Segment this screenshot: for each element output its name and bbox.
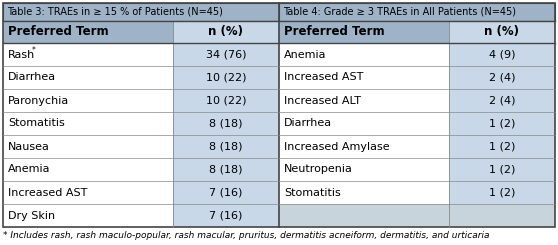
Bar [3,181,173,204]
Bar [279,204,449,227]
Bar [279,181,449,204]
Text: 7 (16): 7 (16) [209,187,243,197]
Text: Stomatitis: Stomatitis [284,187,341,197]
Text: 34 (76): 34 (76) [205,49,246,60]
Bar [3,135,173,158]
Text: n (%): n (%) [484,25,519,38]
Text: Increased Amylase: Increased Amylase [284,142,389,151]
Bar [449,181,555,204]
Bar [173,135,279,158]
Bar [3,89,173,112]
Text: 4 (9): 4 (9) [489,49,515,60]
Text: 8 (18): 8 (18) [209,164,243,174]
Bar [3,66,173,89]
Text: 1 (2): 1 (2) [489,142,515,151]
Bar [173,181,279,204]
Bar [449,204,555,227]
Bar [279,66,449,89]
Bar [3,204,173,227]
Text: Anemia: Anemia [284,49,326,60]
Text: Preferred Term: Preferred Term [284,25,384,38]
Text: n (%): n (%) [208,25,243,38]
Bar [173,43,279,66]
Bar [3,21,173,43]
Bar [3,43,173,66]
Text: Preferred Term: Preferred Term [8,25,109,38]
Bar [3,158,173,181]
Text: Paronychia: Paronychia [8,96,69,106]
Bar [173,112,279,135]
Bar [173,158,279,181]
Bar [173,66,279,89]
Bar [279,135,449,158]
Text: Nausea: Nausea [8,142,50,151]
Text: Table 4: Grade ≥ 3 TRAEs in All Patients (N=45): Table 4: Grade ≥ 3 TRAEs in All Patients… [283,7,516,17]
Text: 2 (4): 2 (4) [489,96,515,106]
Bar [449,135,555,158]
Bar [449,158,555,181]
Bar [279,21,449,43]
Bar [173,21,279,43]
Text: Dry Skin: Dry Skin [8,210,55,220]
Bar [279,3,555,21]
Bar [3,112,173,135]
Text: *: * [32,46,36,55]
Text: Rash: Rash [8,49,35,60]
Text: * Includes rash, rash maculo-popular, rash macular, pruritus, dermatitis acneifo: * Includes rash, rash maculo-popular, ra… [3,231,489,240]
Bar [173,204,279,227]
Text: 1 (2): 1 (2) [489,187,515,197]
Bar [279,158,449,181]
Text: 8 (18): 8 (18) [209,119,243,128]
Text: Diarrhea: Diarrhea [284,119,332,128]
Text: Anemia: Anemia [8,164,51,174]
Bar [449,21,555,43]
Text: Increased AST: Increased AST [284,73,363,83]
Text: Increased AST: Increased AST [8,187,88,197]
Text: 7 (16): 7 (16) [209,210,243,220]
Text: Table 3: TRAEs in ≥ 15 % of Patients (N=45): Table 3: TRAEs in ≥ 15 % of Patients (N=… [7,7,223,17]
Bar [449,43,555,66]
Text: Increased ALT: Increased ALT [284,96,361,106]
Text: Stomatitis: Stomatitis [8,119,65,128]
Text: 2 (4): 2 (4) [489,73,515,83]
Bar [449,66,555,89]
Bar [279,112,449,135]
Bar [449,112,555,135]
Text: 1 (2): 1 (2) [489,164,515,174]
Bar [173,89,279,112]
Text: 10 (22): 10 (22) [205,96,246,106]
Text: 1 (2): 1 (2) [489,119,515,128]
Bar [449,89,555,112]
Text: 8 (18): 8 (18) [209,142,243,151]
Text: Neutropenia: Neutropenia [284,164,353,174]
Bar [279,89,449,112]
Text: 10 (22): 10 (22) [205,73,246,83]
Text: Diarrhea: Diarrhea [8,73,56,83]
Bar [3,3,279,21]
Bar [279,43,449,66]
